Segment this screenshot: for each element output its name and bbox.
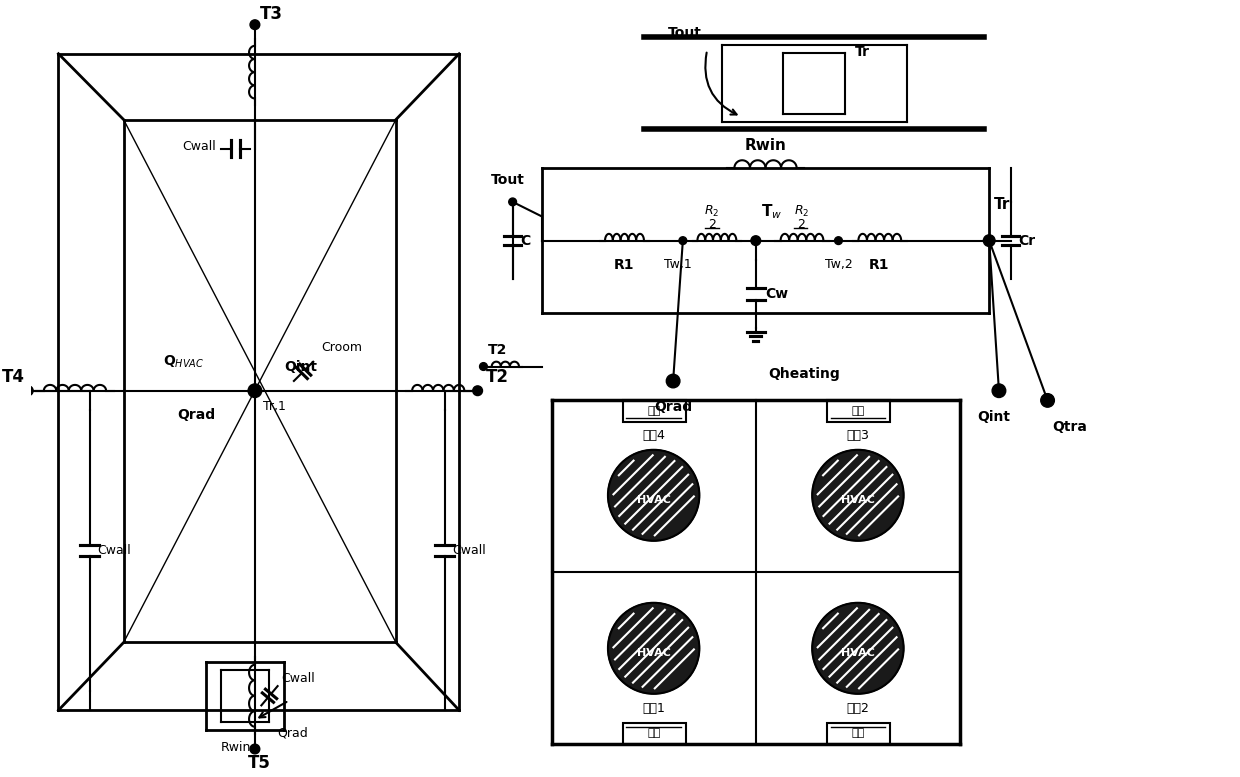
Text: 区域2: 区域2 <box>847 702 869 715</box>
Text: Q$_{HVAC}$: Q$_{HVAC}$ <box>162 354 203 370</box>
Text: Croom: Croom <box>321 340 362 354</box>
Text: 区域4: 区域4 <box>642 430 665 442</box>
Text: Tout: Tout <box>668 26 702 40</box>
Text: T5: T5 <box>248 754 272 772</box>
Circle shape <box>508 198 517 206</box>
Text: $R_2$: $R_2$ <box>704 204 719 219</box>
Text: Tw,2: Tw,2 <box>825 258 852 271</box>
Text: C: C <box>521 234 531 248</box>
Text: Tr: Tr <box>994 197 1011 211</box>
Circle shape <box>835 237 842 245</box>
Circle shape <box>992 384 1006 398</box>
Text: Tout: Tout <box>491 173 525 187</box>
Text: Qint: Qint <box>284 360 317 374</box>
Text: 区域3: 区域3 <box>847 430 869 442</box>
Text: Rwin: Rwin <box>744 138 786 154</box>
Text: T2: T2 <box>485 368 508 386</box>
Circle shape <box>812 450 904 541</box>
Text: $R_2$: $R_2$ <box>794 204 810 219</box>
Text: Qheating: Qheating <box>769 367 841 381</box>
Circle shape <box>480 363 487 371</box>
Text: Cwall: Cwall <box>97 544 131 557</box>
Circle shape <box>812 603 904 694</box>
Circle shape <box>680 237 687 245</box>
Circle shape <box>472 386 482 395</box>
Text: Cwall: Cwall <box>182 140 216 153</box>
Circle shape <box>250 744 259 754</box>
Circle shape <box>608 450 699 541</box>
Text: Qrad: Qrad <box>177 408 216 422</box>
Text: HVAC: HVAC <box>841 495 875 505</box>
Text: 2: 2 <box>797 218 806 231</box>
Circle shape <box>248 384 262 398</box>
Text: HVAC: HVAC <box>636 648 671 658</box>
Text: Qint: Qint <box>977 410 1011 424</box>
Circle shape <box>608 603 699 694</box>
Text: Cwall: Cwall <box>453 544 486 557</box>
Bar <box>827 723 890 744</box>
Bar <box>827 400 890 422</box>
Text: Qrad: Qrad <box>278 726 308 739</box>
Text: R1: R1 <box>614 258 635 272</box>
Text: 窗户: 窗户 <box>647 406 660 416</box>
Text: Cw: Cw <box>765 287 789 301</box>
Circle shape <box>250 20 259 30</box>
Text: Qtra: Qtra <box>1053 420 1087 434</box>
Text: T3: T3 <box>259 5 283 23</box>
Text: Rwin: Rwin <box>221 741 250 754</box>
Circle shape <box>983 235 994 246</box>
Bar <box>622 400 686 422</box>
Text: 区域1: 区域1 <box>642 702 665 715</box>
Text: T2: T2 <box>489 343 507 357</box>
Text: Tr,1: Tr,1 <box>263 400 285 413</box>
Text: Cwall: Cwall <box>281 672 315 685</box>
Text: 窗户: 窗户 <box>852 729 864 738</box>
Circle shape <box>1040 394 1054 407</box>
Text: 窗户: 窗户 <box>852 406 864 416</box>
Text: T4: T4 <box>1 368 25 386</box>
Text: Tr: Tr <box>856 45 870 59</box>
Text: T$_w$: T$_w$ <box>760 203 782 221</box>
Bar <box>622 723 686 744</box>
Text: 窗户: 窗户 <box>647 729 660 738</box>
Text: Cr: Cr <box>1018 234 1035 248</box>
Text: HVAC: HVAC <box>841 648 875 658</box>
Circle shape <box>751 235 760 246</box>
Text: R1: R1 <box>869 258 889 272</box>
Circle shape <box>24 386 33 395</box>
Text: HVAC: HVAC <box>636 495 671 505</box>
Text: Tw,1: Tw,1 <box>665 258 692 271</box>
Text: 2: 2 <box>708 218 715 231</box>
Text: Qrad: Qrad <box>653 400 692 414</box>
Circle shape <box>666 375 680 388</box>
